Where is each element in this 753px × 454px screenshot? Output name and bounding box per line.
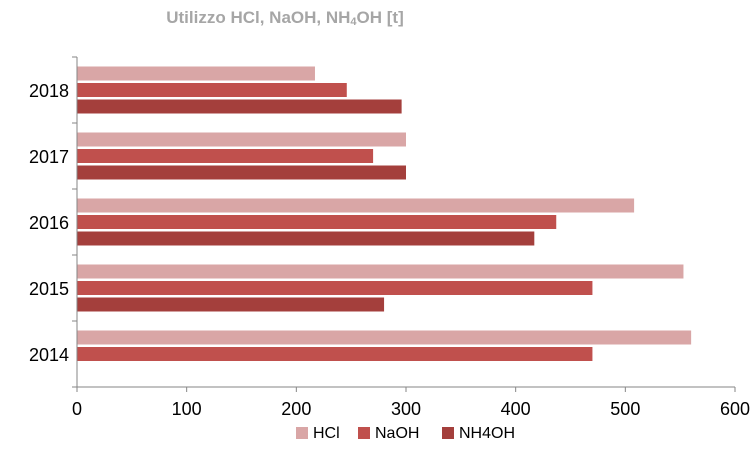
bar-hcl-2018 xyxy=(77,66,315,81)
bar-hcl-2014 xyxy=(77,330,692,345)
y-tick-label-2014: 2014 xyxy=(29,345,69,365)
x-tick-label-400: 400 xyxy=(501,399,531,419)
legend-swatch-nh4oh xyxy=(442,427,454,439)
chart-title-subscript: 4 xyxy=(350,16,357,28)
bar-naoh-2014 xyxy=(77,347,593,361)
legend-swatch-hcl xyxy=(296,427,308,439)
bar-naoh-2018 xyxy=(77,83,347,97)
legend-swatch-naoh xyxy=(358,427,370,439)
bar-hcl-2017 xyxy=(77,132,406,147)
legend-label-naoh: NaOH xyxy=(375,425,419,442)
y-tick-label-2015: 2015 xyxy=(29,279,69,299)
bar-naoh-2017 xyxy=(77,149,374,163)
y-tick-label-2018: 2018 xyxy=(29,81,69,101)
x-tick-label-600: 600 xyxy=(720,399,750,419)
legend-label-hcl: HCl xyxy=(313,425,340,442)
chart-title-part-2: OH [t] xyxy=(356,8,404,27)
bar-naoh-2016 xyxy=(77,215,557,229)
x-tick-label-100: 100 xyxy=(172,399,202,419)
bar-hcl-2015 xyxy=(77,264,684,279)
y-tick-label-2017: 2017 xyxy=(29,147,69,167)
bar-naoh-2015 xyxy=(77,281,593,295)
bar-nh4oh-2016 xyxy=(77,231,535,246)
x-tick-label-300: 300 xyxy=(391,399,421,419)
bar-nh4oh-2018 xyxy=(77,99,402,114)
x-tick-label-500: 500 xyxy=(610,399,640,419)
bar-nh4oh-2015 xyxy=(77,297,385,312)
chart-title-part-1: Utilizzo HCl, NaOH, NH xyxy=(166,8,351,27)
x-tick-label-200: 200 xyxy=(281,399,311,419)
bar-hcl-2016 xyxy=(77,198,635,213)
chart-title: Utilizzo HCl, NaOH, NH4OH [t] xyxy=(0,8,570,28)
legend: HCl NaOH NH4OH xyxy=(296,425,515,442)
bars-group xyxy=(77,66,692,361)
x-tick-label-0: 0 xyxy=(72,399,82,419)
axes-group: 2014 2015 2016 2017 2018 0 100 200 300 400 500 600 xyxy=(29,56,750,419)
bar-nh4oh-2017 xyxy=(77,165,406,180)
y-tick-label-2016: 2016 xyxy=(29,213,69,233)
legend-label-nh4oh: NH4OH xyxy=(459,425,515,442)
